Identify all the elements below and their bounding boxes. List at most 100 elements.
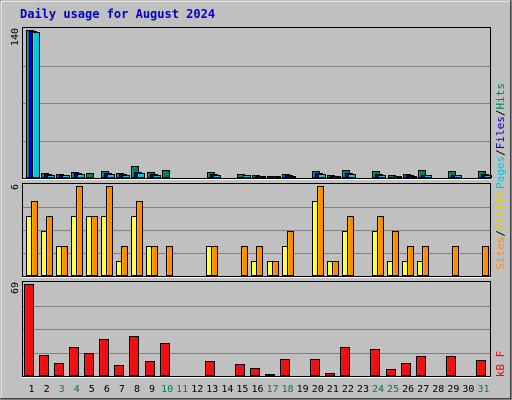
visits-bar-sites-day-22 bbox=[347, 216, 354, 276]
kbytes-bar-kb-f-day-22 bbox=[340, 347, 350, 376]
x-label-day-4: 4 bbox=[74, 384, 80, 395]
kbytes-bar-kb-f-day-26 bbox=[401, 363, 411, 376]
hits-bar-pages-day-29 bbox=[454, 175, 462, 178]
visits-bar-sites-day-8 bbox=[136, 201, 143, 276]
kbytes-bar-kb-f-day-18 bbox=[280, 359, 290, 376]
x-label-day-27: 27 bbox=[417, 384, 429, 395]
kbytes-bar-kb-f-day-21 bbox=[325, 373, 335, 376]
kbytes-bar-kb-f-day-13 bbox=[205, 361, 215, 376]
visits-bar-sites-day-1 bbox=[31, 201, 38, 276]
visits-bar-sites-day-18 bbox=[287, 231, 294, 276]
kbytes-panel-border bbox=[22, 281, 491, 377]
kbytes-legend: kB F bbox=[494, 351, 507, 378]
hits-bar-pages-day-25 bbox=[394, 176, 402, 178]
hits-bar-pages-day-31 bbox=[484, 175, 492, 178]
x-label-day-30: 30 bbox=[462, 384, 474, 395]
kbytes-bar-kb-f-day-9 bbox=[145, 361, 155, 376]
hits-bar-pages-day-24 bbox=[378, 175, 386, 178]
legend-sep-3: / bbox=[494, 230, 507, 237]
visits-bar-sites-day-21 bbox=[332, 261, 339, 276]
visits-legend: Sites/Visits bbox=[494, 190, 507, 270]
legend-visits: Visits bbox=[494, 190, 507, 230]
hits-bar-pages-day-20 bbox=[318, 174, 326, 178]
kbytes-bar-kb-f-day-20 bbox=[310, 359, 320, 376]
x-label-day-31: 31 bbox=[477, 384, 489, 395]
x-label-day-1: 1 bbox=[29, 384, 35, 395]
kbytes-bar-kb-f-day-29 bbox=[446, 356, 456, 376]
visits-bar-sites-day-3 bbox=[61, 246, 68, 276]
hits-bar-pages-day-1 bbox=[32, 32, 40, 178]
legend-sep-1: / bbox=[494, 149, 507, 156]
x-axis-labels: 1 2 3 4 5 6 7 8 9 10 11 12 13 14 15 16 17 18 19 20 21 22 23 24 2… bbox=[29, 384, 490, 395]
visits-bar-sites-day-2 bbox=[46, 216, 53, 276]
visits-bar-sites-day-31 bbox=[482, 246, 489, 276]
panel-frames bbox=[22, 27, 491, 378]
hits-bar-pages-day-9 bbox=[153, 175, 161, 178]
visits-bar-sites-day-4 bbox=[76, 186, 83, 276]
kbytes-bar-kb-f-day-10 bbox=[160, 343, 170, 376]
hits-bar-pages-day-18 bbox=[288, 176, 296, 178]
hits-bar-pages-day-21 bbox=[333, 176, 341, 178]
x-label-day-2: 2 bbox=[44, 384, 50, 395]
visits-bar-sites-day-24 bbox=[377, 216, 384, 276]
x-label-day-15: 15 bbox=[236, 384, 248, 395]
kbytes-bar-kb-f-day-15 bbox=[235, 364, 245, 376]
kbytes-bar-kb-f-day-2 bbox=[39, 355, 49, 376]
x-label-day-28: 28 bbox=[432, 384, 444, 395]
kbytes-bar-kb-f-day-27 bbox=[416, 356, 426, 376]
kbytes-ymax-label: 69 bbox=[10, 282, 21, 294]
hits-bar-pages-day-2 bbox=[47, 175, 55, 178]
legend-hits: Hits bbox=[494, 83, 507, 110]
visits-bar-sites-day-29 bbox=[452, 246, 459, 276]
hits-bar-hits-day-5 bbox=[86, 173, 94, 178]
x-label-day-11: 11 bbox=[176, 384, 188, 395]
x-label-day-3: 3 bbox=[59, 384, 65, 395]
x-label-day-16: 16 bbox=[251, 384, 263, 395]
x-label-day-12: 12 bbox=[191, 384, 203, 395]
hits-bar-pages-day-3 bbox=[62, 175, 70, 178]
hits-bar-pages-day-6 bbox=[107, 174, 115, 178]
kbytes-bar-kb-f-day-8 bbox=[129, 336, 139, 376]
hits-panel-border bbox=[22, 27, 491, 179]
visits-bar-sites-day-5 bbox=[91, 216, 98, 276]
hits-bar-pages-day-22 bbox=[348, 174, 356, 178]
x-label-day-24: 24 bbox=[372, 384, 384, 395]
legend-files: Files bbox=[494, 116, 507, 149]
kbytes-bar-kb-f-day-17 bbox=[265, 374, 275, 376]
kbytes-bar-kb-f-day-4 bbox=[69, 347, 79, 376]
x-label-day-14: 14 bbox=[221, 384, 233, 395]
hits-bar-pages-day-7 bbox=[122, 175, 130, 178]
legend-pages: Pages bbox=[494, 156, 507, 189]
hits-bar-pages-day-13 bbox=[213, 175, 221, 178]
x-label-day-6: 6 bbox=[104, 384, 110, 395]
x-label-day-7: 7 bbox=[119, 384, 125, 395]
hits-bar-pages-day-4 bbox=[77, 174, 85, 178]
x-label-day-8: 8 bbox=[134, 384, 140, 395]
legend-sep-2: / bbox=[494, 110, 507, 117]
hits-bar-pages-day-15 bbox=[243, 175, 251, 178]
hits-bar-pages-day-27 bbox=[424, 175, 432, 178]
visits-bar-sites-day-16 bbox=[256, 246, 263, 276]
visits-bar-sites-day-25 bbox=[392, 231, 399, 276]
x-label-day-23: 23 bbox=[357, 384, 369, 395]
visits-ymax-label: 6 bbox=[10, 184, 21, 190]
x-label-day-20: 20 bbox=[312, 384, 324, 395]
x-label-day-13: 13 bbox=[206, 384, 218, 395]
visits-bar-sites-day-26 bbox=[407, 246, 414, 276]
x-label-day-5: 5 bbox=[89, 384, 95, 395]
visits-bar-sites-day-13 bbox=[211, 246, 218, 276]
bars bbox=[24, 30, 492, 376]
kbytes-bar-kb-f-day-1 bbox=[24, 284, 34, 376]
kbytes-bar-kb-f-day-31 bbox=[476, 360, 486, 376]
x-label-day-9: 9 bbox=[149, 384, 155, 395]
kbytes-bar-kb-f-day-16 bbox=[250, 368, 260, 376]
x-label-day-17: 17 bbox=[267, 384, 279, 395]
visits-bar-sites-day-15 bbox=[241, 246, 248, 276]
x-label-day-26: 26 bbox=[402, 384, 414, 395]
visits-bar-sites-day-17 bbox=[272, 261, 279, 276]
legend-sites: Sites bbox=[494, 237, 507, 270]
kbytes-bar-kb-f-day-25 bbox=[386, 369, 396, 376]
visits-bar-sites-day-27 bbox=[422, 246, 429, 276]
hits-ymax-label: 140 bbox=[10, 28, 21, 46]
hits-bar-pages-day-8 bbox=[137, 173, 145, 178]
